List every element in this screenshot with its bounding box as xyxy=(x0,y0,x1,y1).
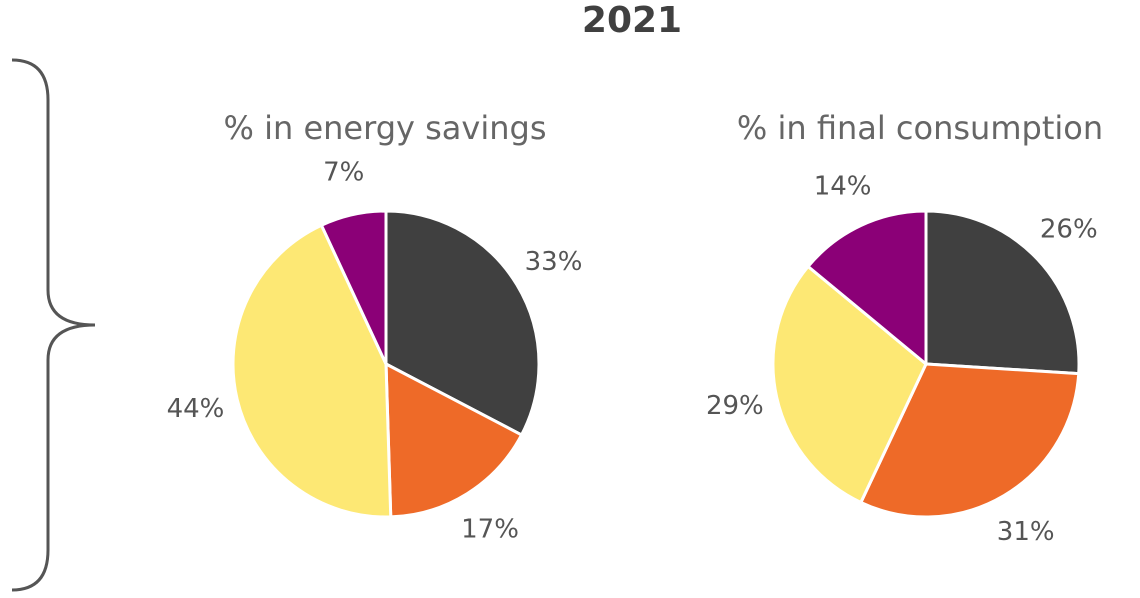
pie-title: % in final consumption xyxy=(737,109,1103,147)
pie-slice xyxy=(806,209,928,366)
data-label: 29% xyxy=(706,391,764,421)
pie-slice xyxy=(231,223,393,519)
data-label: 14% xyxy=(814,171,872,201)
pie-slice xyxy=(384,362,524,519)
pie-slice xyxy=(319,209,388,366)
data-label: 31% xyxy=(997,517,1055,547)
data-label: 17% xyxy=(461,514,519,544)
data-label: 33% xyxy=(525,247,583,277)
pie-title: % in energy savings xyxy=(224,109,547,147)
pie-slice xyxy=(859,362,1081,519)
brace xyxy=(11,58,96,592)
data-label: 7% xyxy=(323,157,364,187)
pie-slice xyxy=(771,264,928,504)
data-label: 44% xyxy=(167,394,225,424)
pie-slice xyxy=(924,209,1081,376)
data-label: 26% xyxy=(1040,214,1098,244)
pie-slice xyxy=(384,209,541,437)
main-title: 2021 xyxy=(582,0,682,41)
